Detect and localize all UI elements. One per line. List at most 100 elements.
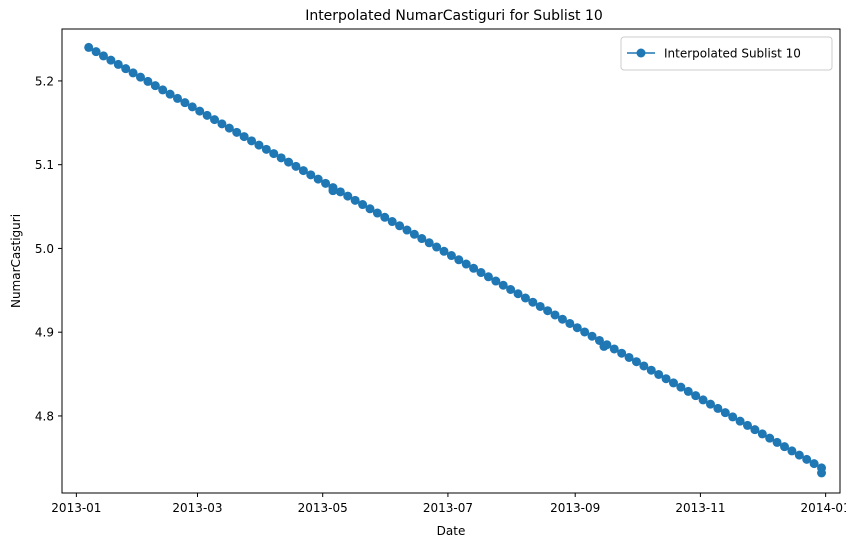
data-point [476,268,486,278]
data-point [121,64,131,74]
x-tick-label: 2013-03 [172,501,222,515]
data-point [550,310,560,320]
data-point [705,399,715,409]
data-point [328,186,338,196]
data-point [180,98,190,108]
data-point [269,149,279,159]
data-point [343,191,353,201]
legend-box [620,36,833,71]
data-point [787,446,797,456]
data-point [143,76,153,86]
data-point [580,327,590,337]
data-point [528,297,538,307]
data-point [461,259,471,269]
data-point [439,246,449,256]
data-point [165,89,175,99]
data-point [728,412,738,422]
data-point [291,161,301,171]
data-point [113,59,123,69]
data-point [195,106,205,116]
data-point [794,450,804,460]
data-point [520,293,530,303]
legend-label: Interpolated Sublist 10 [664,47,801,61]
y-tick-label: 4.9 [35,326,54,340]
data-point [735,416,745,426]
data-point [802,454,812,464]
data-point [106,55,116,65]
data-point [239,132,249,142]
data-point [491,276,501,286]
data-point [150,81,160,91]
data-point [639,361,649,371]
data-point [691,391,701,401]
data-point [765,433,775,443]
data-point [624,352,634,362]
data-point [372,208,382,218]
data-point [187,102,197,112]
data-point [224,123,234,133]
data-point [402,225,412,235]
data-point [210,115,220,125]
data-point [276,153,286,163]
legend: Interpolated Sublist 10 [620,36,833,71]
data-point [757,429,767,439]
data-point [136,72,145,82]
data-point [417,234,427,244]
data-point [232,127,242,137]
y-tick-label: 4.8 [35,409,54,423]
data-point [446,251,456,261]
data-point [202,110,212,120]
data-point [298,166,308,176]
data-point [321,178,331,188]
data-point [565,318,575,328]
x-tick-label: 2013-11 [675,501,725,515]
plot-frame [61,28,841,494]
data-point [617,348,627,358]
data-point [809,459,819,469]
data-point [247,136,257,146]
data-point [817,468,827,478]
data-point [217,119,227,129]
data-point [158,85,168,95]
data-point [572,323,582,333]
data-point [409,229,419,239]
data-point [365,204,375,214]
data-point [720,408,730,418]
data-point [683,386,693,396]
data-point [313,174,323,184]
data-point [780,442,790,452]
data-point [661,374,671,384]
data-point [609,344,619,354]
data-point [91,47,101,57]
data-point [743,420,752,430]
data-point [698,395,708,405]
data-point [84,42,94,52]
data-point [335,187,345,197]
data-point [432,242,442,252]
data-point [424,238,434,248]
data-point [668,378,678,388]
plot-area: 4.8 4.9 5.0 5.1 5.2 2013-01 2013-03 2013-05 2013… [35,42,846,515]
y-axis-label: NumarCastiguri [9,214,23,308]
x-tick-label: 2013-05 [298,501,348,515]
data-point [387,217,397,227]
data-point [654,369,664,379]
data-point [306,170,316,180]
x-tick-label: 2013-01 [51,501,101,515]
data-point [128,68,138,78]
data-point [513,289,523,299]
data-point [587,331,597,341]
legend-marker-icon [636,48,646,58]
y-tick-label: 5.0 [35,242,54,256]
data-point [646,365,656,375]
data-point [350,195,360,205]
y-tick-label: 5.1 [35,158,54,172]
data-point [98,51,108,61]
data-point [483,272,493,282]
x-tick-label: 2014-01 [801,501,846,515]
data-point [506,285,516,294]
data-point [498,280,508,290]
data-point [173,93,183,103]
